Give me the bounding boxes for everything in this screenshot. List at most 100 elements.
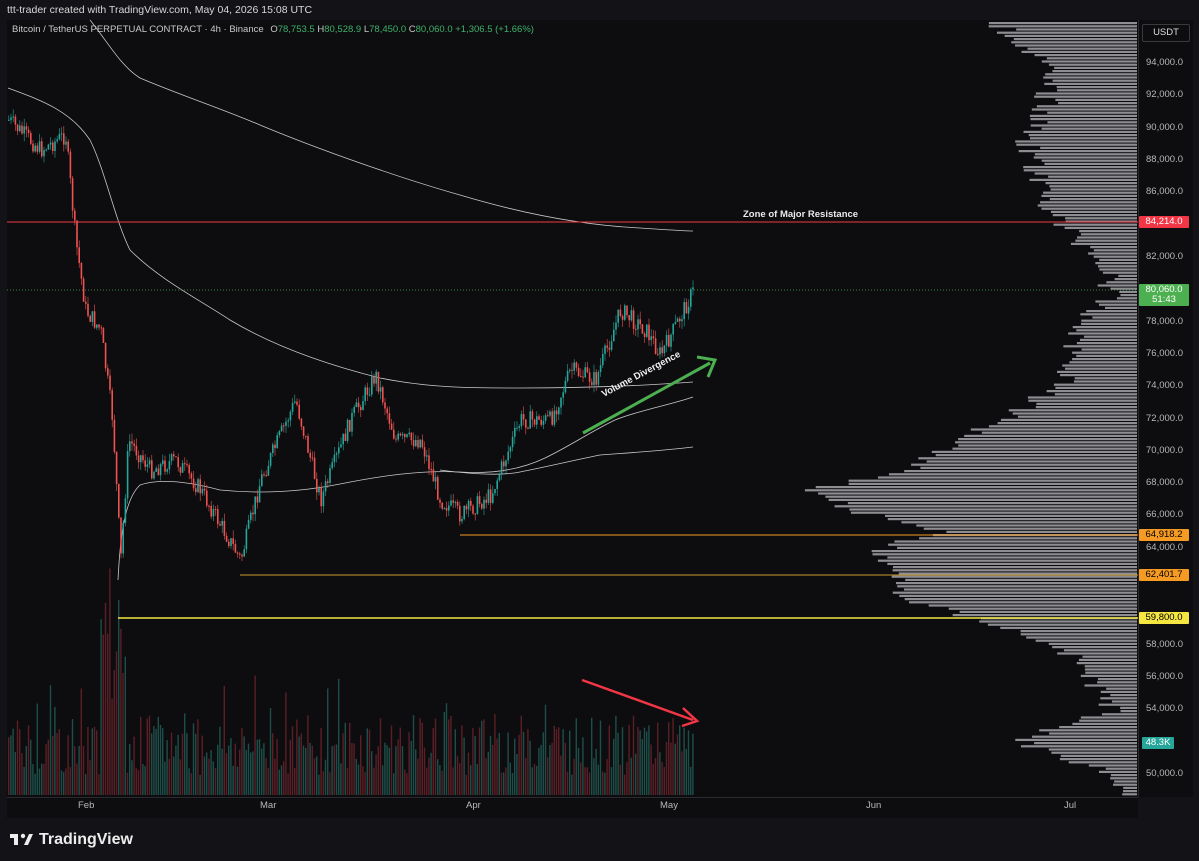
volume-profile-bar [1080, 716, 1137, 719]
volume-bar [668, 722, 670, 795]
candle-body [637, 319, 639, 330]
candle-body [287, 420, 289, 422]
volume-profile-bar [1079, 719, 1137, 722]
volume-bar [613, 738, 615, 795]
volume-profile-bar [988, 22, 1137, 25]
volume-profile-bar [952, 614, 1137, 617]
volume-bar [665, 742, 668, 795]
volume-bar [324, 759, 327, 795]
volume-profile-bar [1049, 198, 1137, 201]
volume-bar [362, 766, 364, 795]
volume-profile-bar [1106, 687, 1137, 690]
chart-pane[interactable] [7, 20, 1138, 797]
volume-bar [542, 732, 544, 795]
volume-bar [195, 733, 197, 795]
candle-body [47, 144, 50, 150]
volume-bar [672, 718, 674, 795]
ma-100-line [7, 87, 694, 389]
volume-bar [184, 713, 186, 795]
volume-bar [162, 728, 164, 795]
volume-bar [454, 729, 456, 795]
candle-body [377, 371, 380, 392]
volume-bar [91, 728, 93, 795]
volume-bars [8, 568, 694, 795]
volume-bar [509, 762, 511, 795]
volume-bar [500, 772, 503, 795]
candle-body [239, 553, 241, 555]
candle-body [122, 522, 124, 554]
candle-body [340, 444, 342, 448]
volume-bar [65, 768, 67, 795]
candle-body [153, 471, 155, 479]
volume-bar [38, 768, 41, 795]
candle-body [430, 469, 432, 471]
volume-label: 48.3K [1142, 737, 1174, 749]
volume-profile-bar [948, 607, 1137, 610]
candle-body [628, 315, 630, 321]
volume-bar [120, 628, 122, 795]
volume-bar [465, 774, 467, 795]
volume-bar [412, 715, 415, 795]
candle-body [212, 509, 215, 517]
candle-body [179, 467, 182, 473]
volume-bar [331, 746, 333, 795]
candle-body [395, 438, 397, 440]
volume-bar [199, 774, 201, 795]
volume-profile-bar [1026, 636, 1137, 639]
volume-bar [529, 740, 531, 795]
volume-bar [115, 651, 118, 795]
volume-bar [415, 749, 417, 795]
candle-body [140, 455, 142, 463]
volume-profile-bar [888, 473, 1137, 476]
candle-body [36, 145, 39, 152]
volume-profile-bar [1092, 316, 1137, 319]
price-axis[interactable] [1138, 20, 1193, 797]
volume-profile-bar [1023, 169, 1137, 172]
volume-bar [637, 727, 639, 795]
volume-profile-bar [1016, 143, 1137, 146]
candle-body [432, 469, 435, 482]
volume-bar [342, 733, 344, 795]
volume-bar [353, 743, 355, 795]
volume-bar [322, 771, 324, 795]
symbol-legend: Bitcoin / TetherUS PERPETUAL CONTRACT · … [12, 24, 534, 35]
candle-body [415, 440, 417, 447]
change-value: +1,306.5 (+1.66%) [455, 24, 534, 35]
candle-body [195, 488, 197, 493]
low-label: L [363, 24, 370, 35]
candle-body [344, 433, 347, 442]
volume-bar [126, 772, 129, 795]
time-axis[interactable] [7, 797, 1138, 818]
volume-bar [626, 762, 628, 795]
candle-body [597, 371, 600, 385]
volume-bar [397, 739, 399, 795]
tradingview-brand[interactable]: TradingView [10, 831, 133, 849]
volume-bar [393, 773, 395, 795]
candle-body [250, 512, 252, 520]
divergence-arrow[interactable] [582, 361, 711, 435]
candle-body [404, 434, 406, 438]
volume-decline-arrow[interactable] [581, 678, 694, 722]
volume-bar [217, 744, 219, 795]
volume-profile-bar [1116, 297, 1137, 300]
candle-body [588, 372, 591, 382]
volume-bar [10, 735, 12, 795]
candle-body [593, 372, 595, 386]
volume-bar [610, 767, 613, 795]
volume-bar [463, 737, 465, 795]
resistance-price-label: 84,214.0 [1139, 216, 1189, 228]
candle-body [562, 392, 564, 398]
volume-profile-bar [1093, 255, 1137, 258]
volume-profile-bar [1023, 166, 1137, 169]
price-tick-label: 94,000.0 [1146, 57, 1183, 68]
volume-profile-bar [1084, 684, 1137, 687]
volume-profile-bar [1097, 678, 1137, 681]
candle-body [632, 310, 635, 329]
volume-bar [333, 745, 335, 795]
candle-body [536, 416, 538, 425]
candle-body [531, 411, 534, 420]
candle-body [157, 468, 160, 476]
candle-body [56, 139, 58, 142]
volume-profile-bar [1016, 28, 1137, 31]
currency-selector[interactable]: USDT [1142, 24, 1190, 42]
